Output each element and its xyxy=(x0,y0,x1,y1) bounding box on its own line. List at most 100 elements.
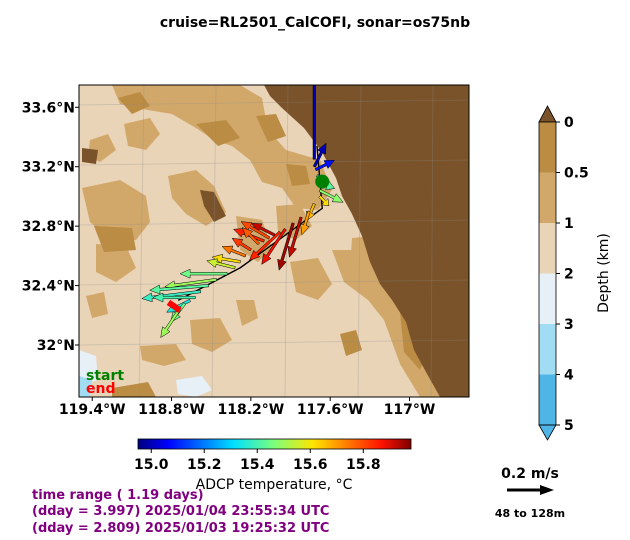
time-range-info: time range ( 1.19 days) (dday = 3.997) 2… xyxy=(32,488,329,536)
x-tick-label: 119.4°W xyxy=(59,402,126,418)
island xyxy=(82,148,98,164)
depth-colorbar-segment xyxy=(539,122,556,173)
velocity-arrow xyxy=(300,210,311,236)
velocity-arrow xyxy=(277,222,295,271)
shallow-ridge xyxy=(256,114,286,142)
depth-colorbar-segment xyxy=(539,172,556,223)
depth-colorbar-top-extension xyxy=(538,105,557,123)
temperature-colorbar-gradient xyxy=(137,438,412,450)
velocity-arrow xyxy=(149,284,209,295)
shallow-ridge xyxy=(112,382,156,397)
start-marker xyxy=(315,174,330,189)
velocity-arrow xyxy=(312,85,316,160)
y-tick-label: 33.6°N xyxy=(22,100,75,116)
velocity-arrow xyxy=(248,230,282,261)
scale-arrow-head xyxy=(540,485,554,495)
temperature-tick-label: 15.6 xyxy=(293,457,328,473)
velocity-arrow xyxy=(318,195,330,207)
depth-tick-label: 1 xyxy=(564,216,574,232)
depth-tick-label: 5 xyxy=(564,418,574,434)
velocity-arrow xyxy=(160,308,181,339)
temperature-colorbar: 15.0 15.2 15.4 15.6 15.8 ADCP temperature, °… xyxy=(134,438,412,493)
velocity-arrow xyxy=(250,223,276,237)
temperature-tick-label: 15.8 xyxy=(346,457,381,473)
velocity-arrow xyxy=(287,216,303,258)
depth-colorbar: 0 0.5 1 2 3 4 5 Depth (km) xyxy=(538,105,612,441)
shallow-ridge xyxy=(196,120,240,146)
depth-tick-label: 4 xyxy=(564,368,574,384)
land-mass xyxy=(264,85,469,397)
velocity-arrow xyxy=(240,221,271,240)
shallow-ridge xyxy=(94,226,136,252)
bank-area xyxy=(82,180,150,240)
velocity-arrow xyxy=(152,292,196,303)
x-axis-ticks: 119.4°W 118.8°W 118.2°W 117.6°W 117°W xyxy=(59,397,435,418)
velocity-arrow xyxy=(312,142,327,168)
map-panel: start end xyxy=(78,84,470,398)
map-frame xyxy=(78,84,470,398)
depth-tick-label: 0.5 xyxy=(564,166,589,182)
velocity-arrow xyxy=(314,160,335,172)
scale-arrow-label: 0.2 m/s xyxy=(501,466,559,482)
scale-arrow-key: 0.2 m/s 48 to 128m xyxy=(495,466,565,520)
bank-area xyxy=(190,318,232,352)
bathymetry xyxy=(79,85,469,397)
depth-tick-label: 2 xyxy=(564,267,574,283)
start-time-label: (dday = 2.809) 2025/01/03 19:25:32 UTC xyxy=(32,521,329,536)
temperature-tick-label: 15.4 xyxy=(240,457,275,473)
track-markers xyxy=(166,174,330,313)
y-tick-label: 33.2°N xyxy=(22,160,75,176)
velocity-vectors xyxy=(141,85,344,339)
temperature-colorbar-ticks: 15.0 15.2 15.4 15.6 15.8 xyxy=(134,449,381,473)
legend-start-label: start xyxy=(86,368,124,384)
depth-colorbar-segment xyxy=(539,324,556,375)
temperature-colorbar-label: ADCP temperature, °C xyxy=(196,477,353,493)
end-marker xyxy=(166,299,182,313)
x-tick-label: 117°W xyxy=(384,402,436,418)
y-tick-label: 32.4°N xyxy=(22,279,75,295)
velocity-arrow xyxy=(231,237,252,252)
shallow-ridge xyxy=(286,164,310,186)
depth-tick-label: 0 xyxy=(564,115,574,131)
bank-area xyxy=(86,292,108,318)
depth-colorbar-segment xyxy=(539,223,556,274)
bank-area xyxy=(236,300,258,326)
depth-tick-label: 3 xyxy=(564,317,574,333)
x-tick-label: 117.6°W xyxy=(297,402,364,418)
scale-depth-range: 48 to 128m xyxy=(495,507,565,520)
deep-water xyxy=(176,376,212,397)
depth-colorbar-segments: 0 0.5 1 2 3 4 5 xyxy=(538,105,589,441)
y-tick-label: 32.8°N xyxy=(22,219,75,235)
deep-water xyxy=(79,376,92,397)
velocity-arrow xyxy=(206,258,236,270)
shallow-ridge xyxy=(340,330,362,356)
depth-colorbar-segment xyxy=(539,273,556,324)
bank-area xyxy=(96,244,136,282)
y-axis-ticks: 33.6°N 33.2°N 32.8°N 32.4°N 32°N xyxy=(22,100,79,354)
x-tick-label: 118.2°W xyxy=(217,402,284,418)
deep-water xyxy=(79,350,98,386)
legend-end-label: end xyxy=(86,381,115,397)
shelf-region xyxy=(112,85,332,210)
depth-colorbar-bottom-extension xyxy=(538,424,557,441)
depth-colorbar-label: Depth (km) xyxy=(596,233,612,313)
velocity-arrow xyxy=(261,228,287,265)
temperature-tick-label: 15.2 xyxy=(187,457,222,473)
island xyxy=(200,190,226,222)
velocity-arrow xyxy=(241,227,261,246)
velocity-arrow xyxy=(318,188,344,203)
end-time-label: (dday = 3.997) 2025/01/04 23:55:34 UTC xyxy=(32,504,329,519)
chart-title: cruise=RL2501_CalCOFI, sonar=os75nb xyxy=(160,15,470,31)
velocity-arrow xyxy=(179,268,228,279)
depth-colorbar-segment xyxy=(539,374,556,425)
bank-area xyxy=(290,258,332,300)
bank-area xyxy=(124,118,160,150)
time-range-label: time range ( 1.19 days) xyxy=(32,488,204,503)
velocity-arrow xyxy=(221,245,247,258)
y-tick-label: 32°N xyxy=(37,338,75,354)
temperature-tick-label: 15.0 xyxy=(134,457,169,473)
bank-area xyxy=(140,344,186,366)
x-tick-label: 118.8°W xyxy=(138,402,205,418)
shallow-ridge xyxy=(118,92,150,114)
